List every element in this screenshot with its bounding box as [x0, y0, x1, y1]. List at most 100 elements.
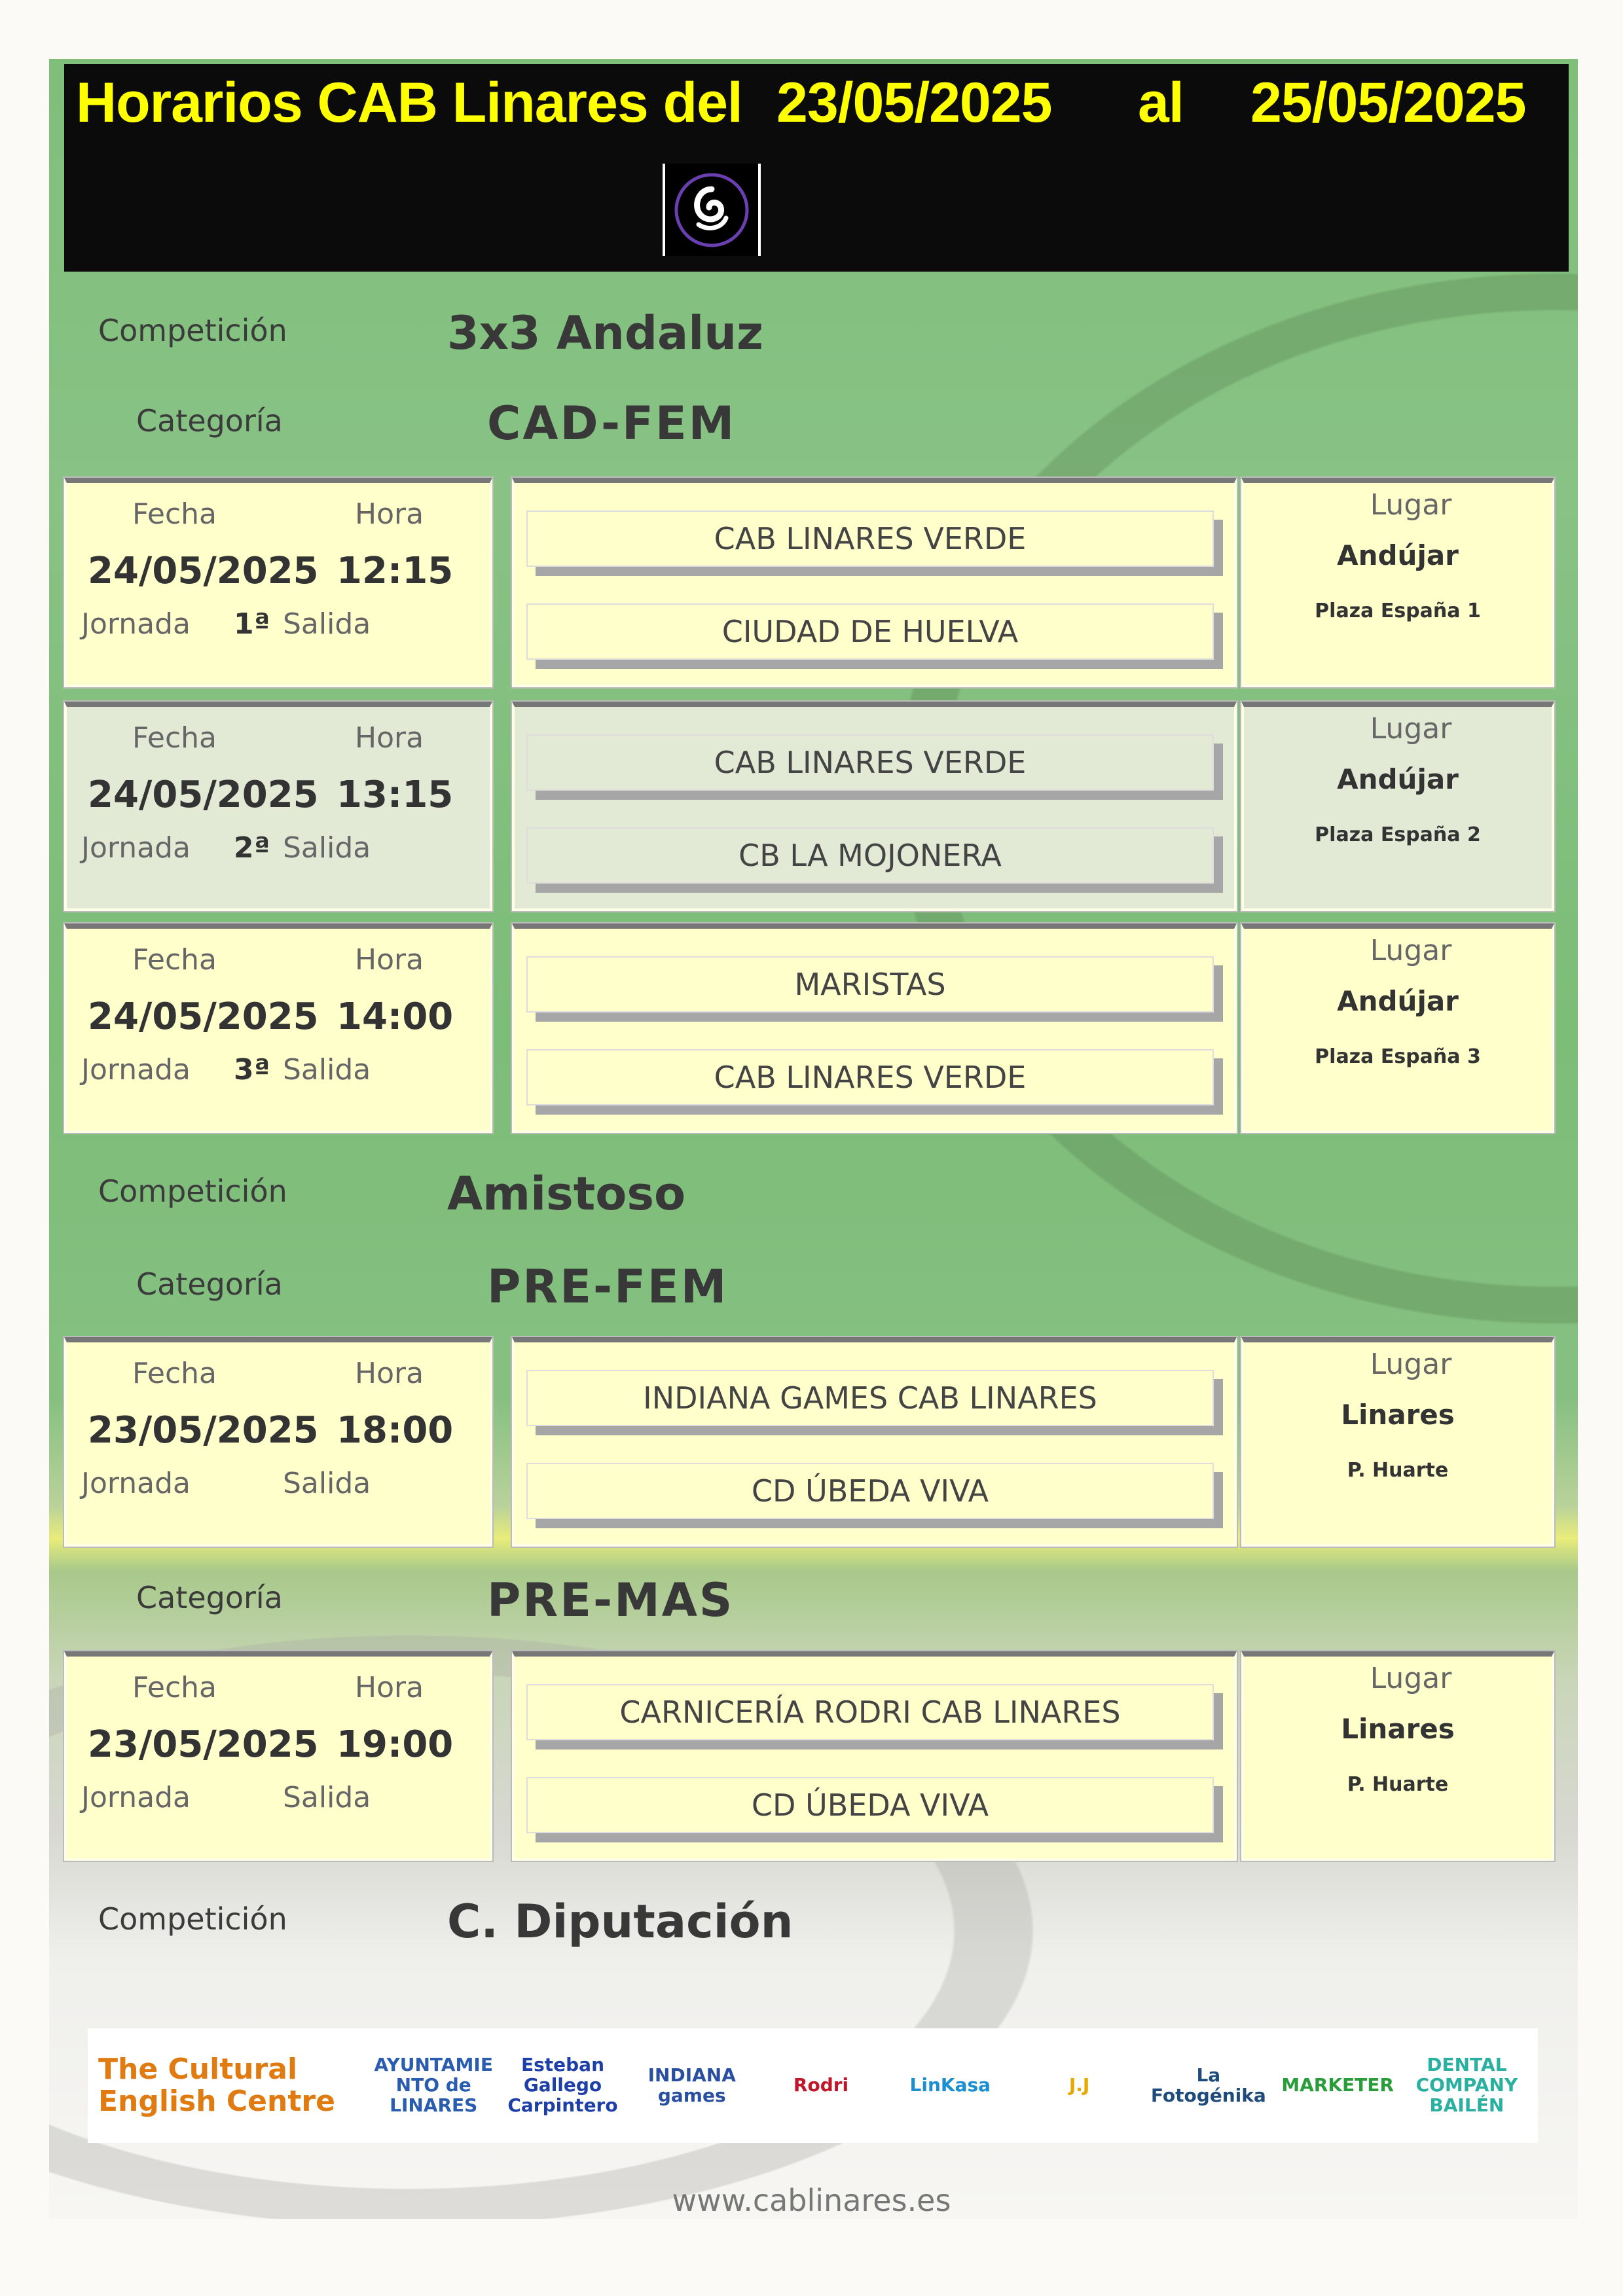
- away-team: CAB LINARES VERDE: [526, 1049, 1214, 1105]
- title: Horarios CAB Linares del: [76, 71, 743, 134]
- match-date: 23/05/2025: [88, 1723, 319, 1766]
- categoria-value: PRE-FEM: [487, 1260, 729, 1314]
- website-url[interactable]: www.cablinares.es: [672, 2183, 951, 2218]
- competicion-label: Competición: [98, 1174, 287, 1209]
- jornada-label: Jornada: [81, 1781, 191, 1814]
- match-time: 12:15: [337, 550, 454, 592]
- salida-label: Salida: [283, 1467, 371, 1500]
- match-venue-box: Lugar Andújar Plaza España 2: [1241, 702, 1554, 911]
- home-team: CARNICERÍA RODRI CAB LINARES: [526, 1684, 1214, 1740]
- jornada-value: 1ª: [234, 607, 270, 641]
- jornada-label: Jornada: [81, 1467, 191, 1500]
- sponsor-logo[interactable]: DENTAL COMPANY BAILÉN: [1415, 2054, 1518, 2116]
- lugar-label: Lugar: [1370, 712, 1452, 745]
- date-to: 25/05/2025: [1250, 71, 1526, 134]
- match-datetime-box: Fecha Hora 24/05/2025 12:15 Jornada 1ª Salida: [64, 478, 492, 687]
- match-venue-box: Lugar Linares P. Huarte: [1241, 1651, 1554, 1861]
- jornada-value: 3ª: [234, 1053, 270, 1086]
- venue-name: Plaza España 3: [1315, 1045, 1481, 1068]
- categoria-value: CAD-FEM: [487, 397, 737, 450]
- venue-city: Andújar: [1337, 539, 1459, 571]
- club-logo-icon: [663, 164, 761, 256]
- sponsor-logo[interactable]: The Cultural English Centre: [98, 2053, 335, 2118]
- sponsor-logo[interactable]: MARKETER: [1281, 2074, 1394, 2096]
- sponsor-logo[interactable]: Esteban Gallego Carpintero: [507, 2054, 618, 2116]
- match-datetime-box: Fecha Hora 24/05/2025 13:15 Jornada 2ª Salida: [64, 702, 492, 911]
- match-date: 24/05/2025: [88, 550, 319, 592]
- match-datetime-box: Fecha Hora 23/05/2025 18:00 Jornada Salida: [64, 1337, 492, 1547]
- hora-label: Hora: [355, 497, 424, 531]
- sponsor-logo[interactable]: INDIANA games: [647, 2064, 736, 2106]
- venue-city: Andújar: [1337, 763, 1459, 795]
- away-team: CB LA MOJONERA: [526, 827, 1214, 884]
- venue-city: Andújar: [1337, 985, 1459, 1017]
- match-time: 14:00: [337, 996, 454, 1038]
- salida-label: Salida: [283, 1781, 371, 1814]
- competicion-value: 3x3 Andaluz: [447, 306, 763, 360]
- jornada-label: Jornada: [81, 1053, 191, 1086]
- away-team: CD ÚBEDA VIVA: [526, 1777, 1214, 1833]
- jornada-label: Jornada: [81, 607, 191, 641]
- lugar-label: Lugar: [1370, 934, 1452, 967]
- sponsor-logo[interactable]: LinKasa: [909, 2074, 991, 2096]
- home-team: CAB LINARES VERDE: [526, 511, 1214, 567]
- away-team: CIUDAD DE HUELVA: [526, 603, 1214, 660]
- competicion-label: Competición: [98, 313, 287, 348]
- match-date: 23/05/2025: [88, 1409, 319, 1452]
- match-datetime-box: Fecha Hora 24/05/2025 14:00 Jornada 3ª Salida: [64, 924, 492, 1133]
- jornada-label: Jornada: [81, 831, 191, 865]
- hora-label: Hora: [355, 721, 424, 755]
- hora-label: Hora: [355, 1671, 424, 1704]
- match-date: 24/05/2025: [88, 996, 319, 1038]
- match-time: 19:00: [337, 1723, 454, 1766]
- away-team: CD ÚBEDA VIVA: [526, 1463, 1214, 1519]
- date-from: 23/05/2025: [776, 71, 1052, 134]
- match-teams-box: CARNICERÍA RODRI CAB LINARES CD ÚBEDA VIV…: [512, 1651, 1237, 1861]
- sponsor-logo[interactable]: La Fotogénika: [1150, 2064, 1266, 2106]
- match-venue-box: Lugar Andújar Plaza España 1: [1241, 478, 1554, 687]
- fecha-label: Fecha: [132, 721, 217, 755]
- competicion-label: Competición: [98, 1901, 287, 1937]
- sponsor-logo[interactable]: AYUNTAMIENTO de LINARES: [374, 2054, 493, 2116]
- salida-label: Salida: [283, 1053, 371, 1086]
- sponsor-logo[interactable]: J.J: [1068, 2074, 1090, 2096]
- match-venue-box: Lugar Andújar Plaza España 3: [1241, 924, 1554, 1133]
- hora-label: Hora: [355, 1357, 424, 1390]
- jornada-value: 2ª: [234, 831, 270, 865]
- categoria-label: Categoría: [136, 1580, 283, 1615]
- match-teams-box: CAB LINARES VERDE CIUDAD DE HUELVA: [512, 478, 1237, 687]
- match-teams-box: CAB LINARES VERDE CB LA MOJONERA: [512, 702, 1237, 911]
- venue-name: Plaza España 1: [1315, 600, 1481, 622]
- hora-label: Hora: [355, 943, 424, 977]
- lugar-label: Lugar: [1370, 1662, 1452, 1695]
- match-time: 13:15: [337, 774, 454, 816]
- fecha-label: Fecha: [132, 1671, 217, 1704]
- match-datetime-box: Fecha Hora 23/05/2025 19:00 Jornada Salida: [64, 1651, 492, 1861]
- salida-label: Salida: [283, 607, 371, 641]
- venue-city: Linares: [1341, 1399, 1455, 1431]
- categoria-label: Categoría: [136, 1266, 283, 1302]
- header: Horarios CAB Linares del 23/05/2025 al 2…: [64, 64, 1569, 272]
- background: [49, 59, 1578, 2219]
- al-text: al: [1138, 71, 1184, 134]
- venue-name: Plaza España 2: [1315, 823, 1481, 846]
- venue-name: P. Huarte: [1347, 1459, 1449, 1482]
- home-team: CAB LINARES VERDE: [526, 734, 1214, 791]
- venue-name: P. Huarte: [1347, 1773, 1449, 1796]
- competicion-value: C. Diputación: [447, 1895, 793, 1948]
- home-team: INDIANA GAMES CAB LINARES: [526, 1370, 1214, 1426]
- match-time: 18:00: [337, 1409, 454, 1452]
- match-venue-box: Lugar Linares P. Huarte: [1241, 1337, 1554, 1547]
- fecha-label: Fecha: [132, 943, 217, 977]
- match-date: 24/05/2025: [88, 774, 319, 816]
- competicion-value: Amistoso: [447, 1167, 686, 1221]
- home-team: MARISTAS: [526, 956, 1214, 1013]
- sponsor-logo[interactable]: Rodri: [793, 2074, 849, 2096]
- salida-label: Salida: [283, 831, 371, 865]
- lugar-label: Lugar: [1370, 1348, 1452, 1381]
- venue-city: Linares: [1341, 1713, 1455, 1745]
- categoria-value: PRE-MAS: [487, 1573, 735, 1627]
- categoria-label: Categoría: [136, 403, 283, 439]
- fecha-label: Fecha: [132, 497, 217, 531]
- match-teams-box: MARISTAS CAB LINARES VERDE: [512, 924, 1237, 1133]
